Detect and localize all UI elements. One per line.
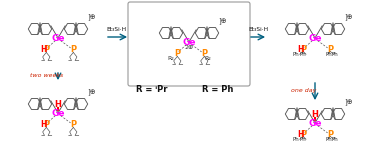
Text: one day: one day [291,88,317,93]
Text: Et₃Si·H: Et₃Si·H [106,27,126,32]
Text: 2⊕: 2⊕ [184,45,194,50]
Text: Et₃Si·H: Et₃Si·H [248,27,268,32]
Text: Ph: Ph [293,52,299,57]
Text: Ph: Ph [332,52,338,57]
Text: P: P [70,45,76,54]
Text: Ge: Ge [308,34,322,42]
Text: Ge: Ge [308,118,322,127]
Text: Ge: Ge [51,108,65,117]
Text: P: P [43,45,50,54]
Text: Ge: Ge [51,34,65,42]
Text: Ph: Ph [300,52,307,57]
Text: H: H [54,100,62,109]
Text: P: P [70,120,76,129]
Text: Ph: Ph [325,137,332,142]
Text: H: H [40,120,47,129]
Text: H: H [297,45,304,54]
Text: Ph: Ph [325,52,332,57]
Text: R = Ph: R = Ph [202,85,234,94]
Text: P: P [300,45,306,54]
Text: R₂: R₂ [204,56,211,61]
Text: two weeks: two weeks [30,73,64,78]
Text: Ge: Ge [182,37,196,46]
Text: ]⊕: ]⊕ [219,17,227,24]
Text: ]⊕: ]⊕ [345,13,353,20]
Text: ]⊕: ]⊕ [88,13,96,20]
Text: P: P [327,45,333,54]
Text: H: H [297,130,304,139]
Text: R = ⁱPr: R = ⁱPr [136,85,168,94]
Text: P: P [327,130,333,139]
Text: Ph: Ph [332,137,338,142]
Text: Ph: Ph [300,137,307,142]
Text: ]⊕: ]⊕ [345,98,353,105]
Text: ]⊕: ]⊕ [88,88,96,95]
Text: P: P [43,120,50,129]
Text: R₂: R₂ [167,56,174,61]
Text: P: P [174,49,180,58]
Text: H: H [311,110,318,119]
Text: H: H [40,45,47,54]
Text: P: P [201,49,208,58]
Text: P: P [300,130,306,139]
Text: Ph: Ph [293,137,299,142]
